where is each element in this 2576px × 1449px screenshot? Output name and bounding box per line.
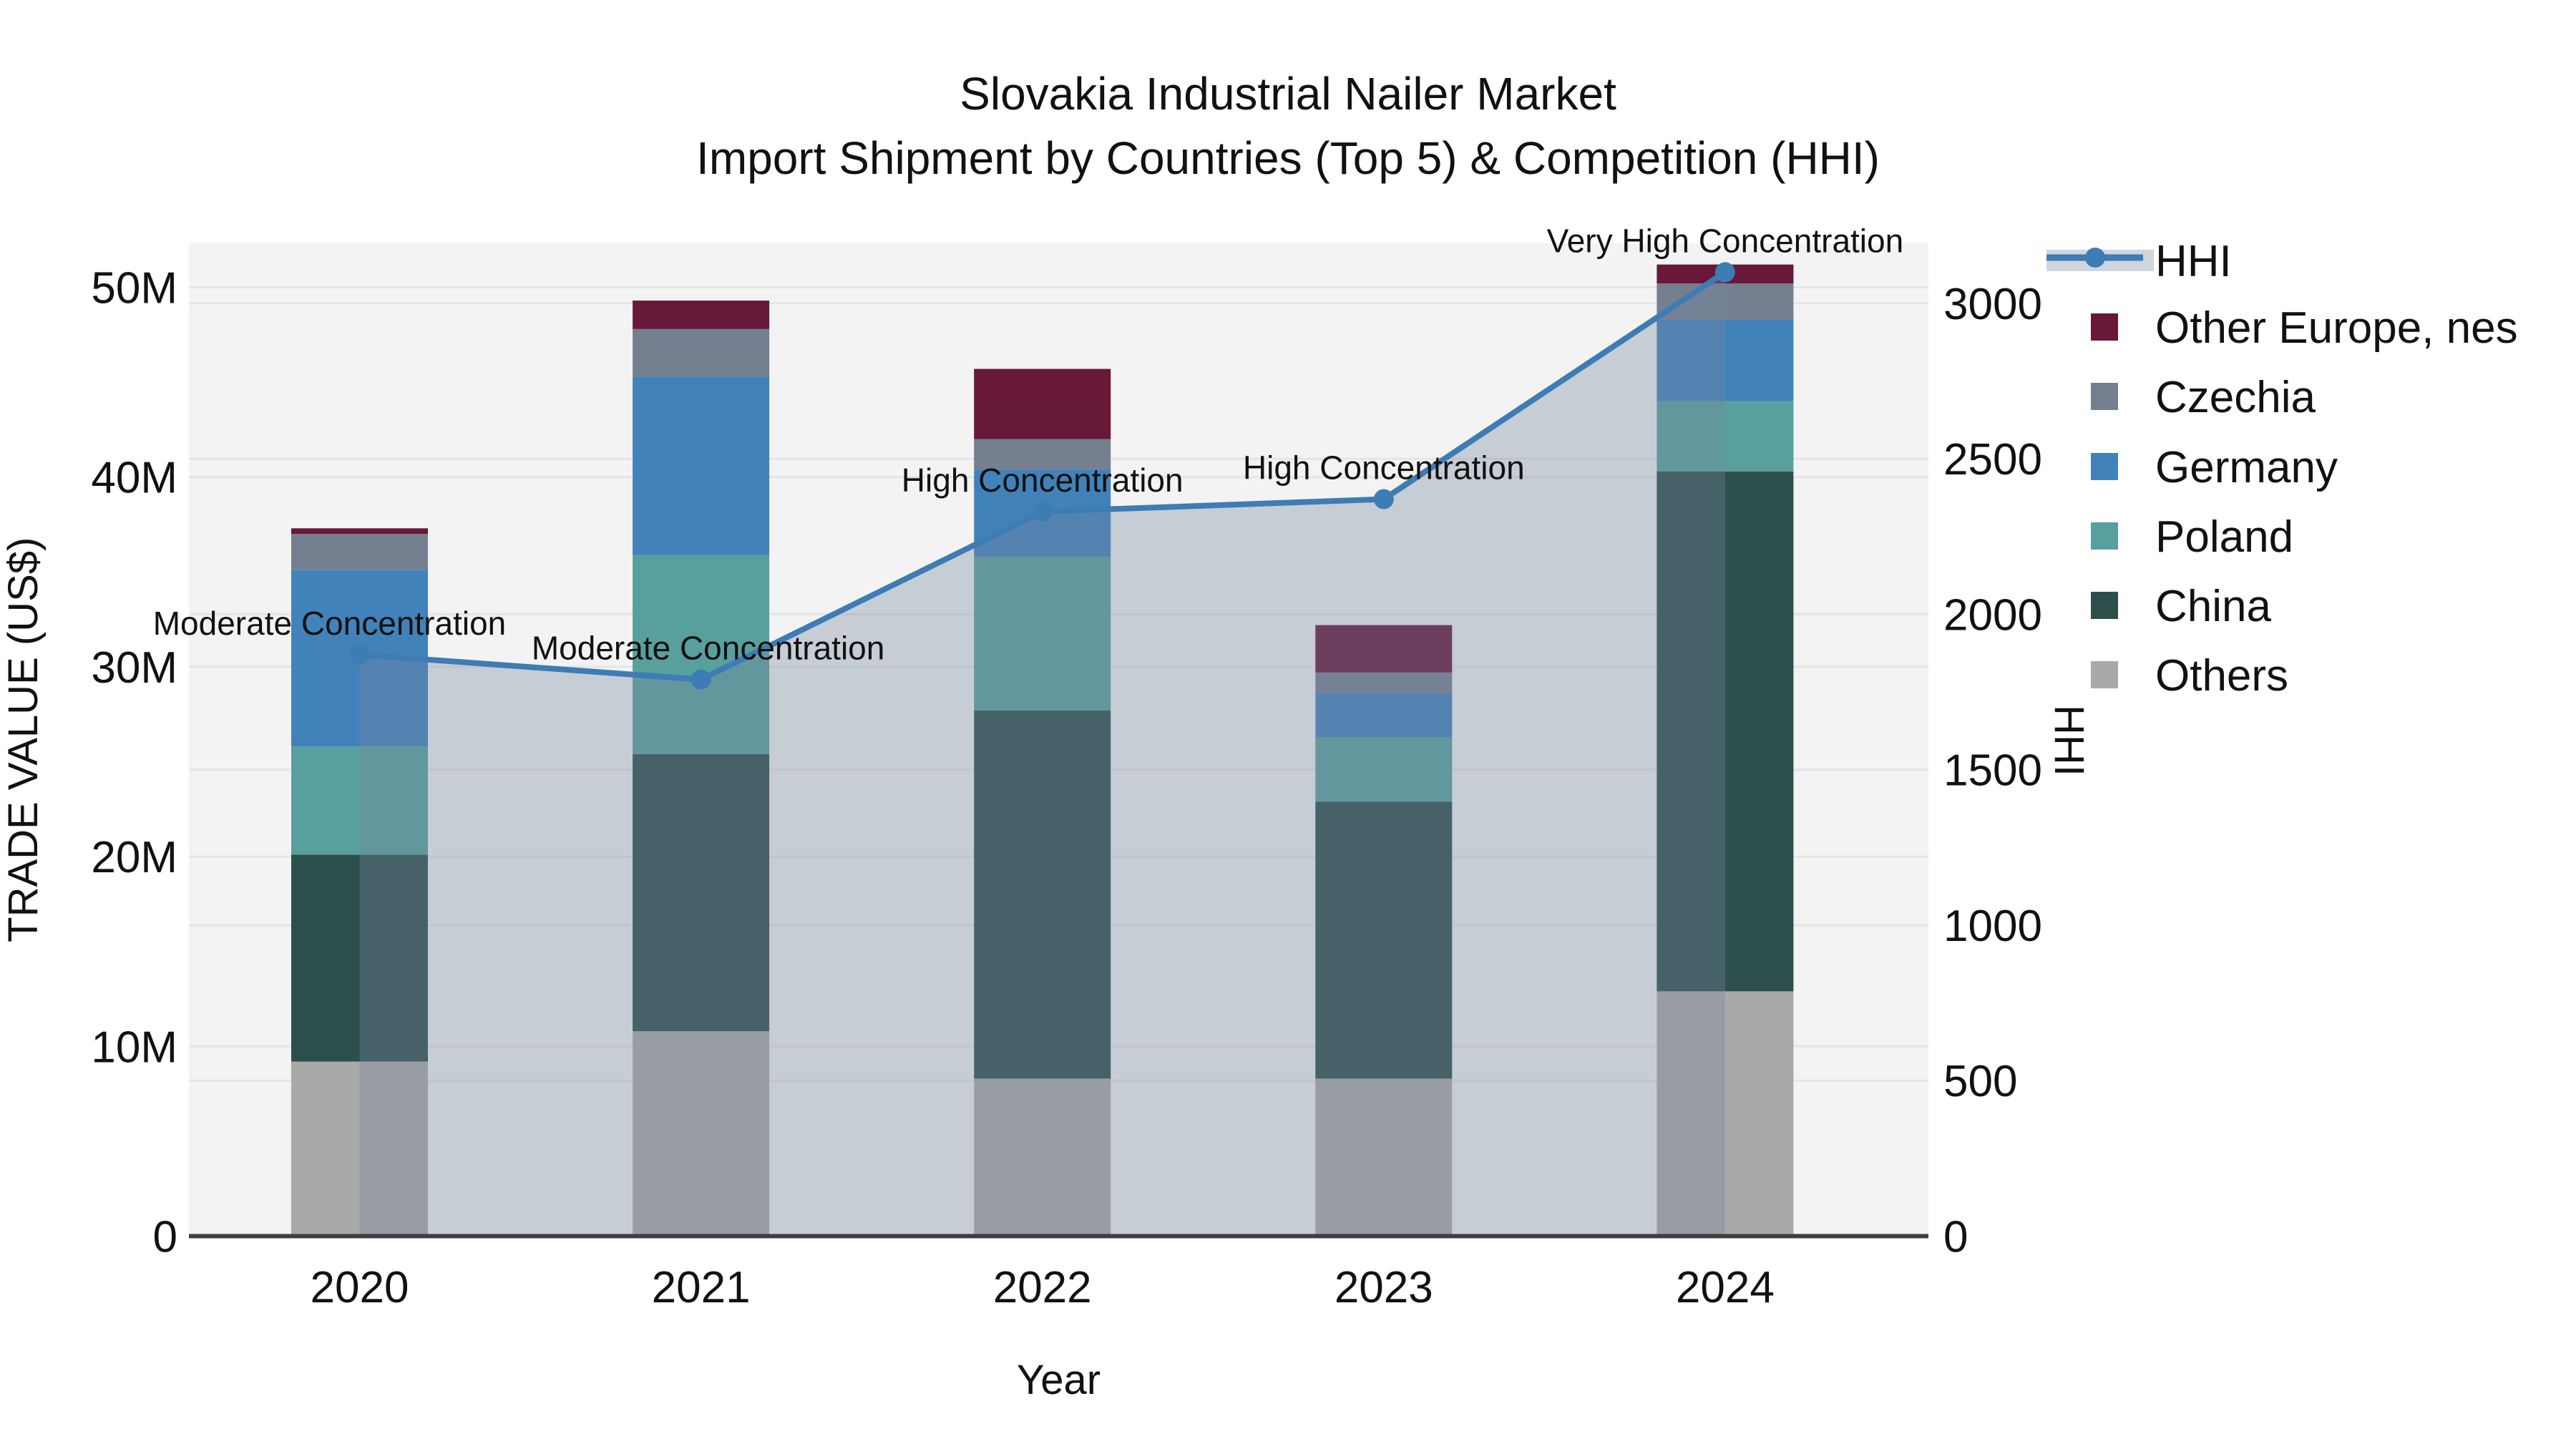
bar-segment-others-2023: [1315, 1078, 1453, 1236]
bar-segment-poland-2023: [1315, 737, 1453, 802]
legend-swatch-icon: [2091, 522, 2118, 550]
bar-segment-others-2022: [974, 1078, 1111, 1236]
legend-label: Poland: [2155, 512, 2293, 562]
chart-title-line2: Import Shipment by Countries (Top 5) & C…: [696, 132, 1880, 184]
y-left-tick-50M: 50M: [91, 264, 177, 313]
y-right-tick-1000: 1000: [1943, 902, 2042, 951]
bar-segment-czechia-2020: [291, 534, 428, 570]
bar-segment-czechia-2022: [974, 439, 1111, 470]
x-axis-title: Year: [1017, 1357, 1101, 1403]
legend-swatch-icon: [2091, 661, 2118, 688]
hhi-marker-2020: [349, 644, 370, 665]
legend-item-china[interactable]: China: [2091, 582, 2272, 631]
hhi-legend-marker-icon: [2085, 248, 2105, 268]
bar-2023: [1315, 625, 1453, 1236]
legend-swatch-icon: [2091, 383, 2118, 410]
bar-segment-other-europe-nes-2022: [974, 369, 1111, 439]
bar-segment-other-europe-nes-2020: [291, 528, 428, 535]
legend-item-germany[interactable]: Germany: [2091, 443, 2338, 492]
bar-segment-poland-2020: [291, 746, 428, 855]
y-right-tick-1500: 1500: [1943, 746, 2042, 796]
legend-label: HHI: [2155, 237, 2232, 286]
x-tick-2022: 2022: [993, 1263, 1092, 1312]
annotation-2024: Very High Concentration: [1547, 222, 1904, 259]
y-right-tick-2000: 2000: [1943, 590, 2042, 640]
bar-segment-china-2022: [974, 710, 1111, 1079]
legend-label: Others: [2155, 651, 2288, 701]
legend-label: Germany: [2155, 443, 2338, 492]
x-tick-2021: 2021: [652, 1263, 751, 1312]
bar-segment-poland-2024: [1657, 401, 1794, 472]
legend-label: Czechia: [2155, 373, 2316, 422]
y-axis-title-right: HHI: [2046, 705, 2092, 776]
x-tick-2023: 2023: [1335, 1263, 1433, 1312]
x-tick-2024: 2024: [1676, 1263, 1775, 1312]
legend-item-poland[interactable]: Poland: [2091, 512, 2293, 562]
hhi-marker-2023: [1373, 489, 1394, 509]
annotation-2022: High Concentration: [902, 462, 1184, 499]
bar-segment-other-europe-nes-2021: [633, 301, 770, 329]
bar-segment-other-europe-nes-2023: [1315, 625, 1453, 673]
y-right-tick-2500: 2500: [1943, 435, 2042, 484]
bars-group: [291, 264, 1794, 1236]
bar-segment-others-2024: [1657, 991, 1794, 1236]
y-right-tick-3000: 3000: [1943, 280, 2042, 329]
legend-label: Other Europe, nes: [2155, 303, 2518, 353]
bar-segment-poland-2022: [974, 557, 1111, 711]
y-left-tick-20M: 20M: [91, 833, 177, 882]
chart-title-line1: Slovakia Industrial Nailer Market: [960, 68, 1616, 119]
annotation-2020: Moderate Concentration: [153, 605, 507, 642]
y-right-tick-0: 0: [1943, 1213, 1968, 1262]
legend-swatch-icon: [2091, 453, 2118, 480]
hhi-marker-2022: [1032, 501, 1053, 522]
legend-item-others[interactable]: Others: [2091, 651, 2288, 701]
bar-segment-czechia-2021: [633, 328, 770, 377]
x-tick-2020: 2020: [311, 1263, 409, 1312]
y-left-tick-40M: 40M: [91, 454, 177, 503]
y-axis-title-left: TRADE VALUE (US$): [0, 537, 47, 942]
legend-item-czechia[interactable]: Czechia: [2091, 373, 2316, 422]
legend-item-other-europe-nes[interactable]: Other Europe, nes: [2091, 303, 2518, 353]
bar-2022: [974, 369, 1111, 1236]
bar-segment-china-2021: [633, 753, 770, 1032]
hhi-marker-2024: [1714, 262, 1735, 283]
bar-segment-germany-2021: [633, 376, 770, 555]
y-left-tick-30M: 30M: [91, 643, 177, 693]
bar-segment-china-2023: [1315, 801, 1453, 1079]
bar-segment-others-2021: [633, 1031, 770, 1236]
bar-segment-china-2020: [291, 854, 428, 1062]
legend-label: China: [2155, 582, 2272, 631]
hhi-marker-2021: [691, 669, 711, 690]
legend-swatch-icon: [2091, 592, 2118, 619]
bar-segment-germany-2024: [1657, 319, 1794, 401]
annotation-2023: High Concentration: [1243, 449, 1525, 487]
annotation-2021: Moderate Concentration: [532, 630, 885, 667]
bar-segment-china-2024: [1657, 471, 1794, 992]
legend-swatch-icon: [2091, 313, 2118, 341]
legend-item-hhi[interactable]: HHI: [2046, 237, 2232, 286]
hhi-area: [359, 272, 1725, 1236]
y-left-tick-0: 0: [153, 1213, 177, 1262]
legend: HHI Other Europe, nes Czechia Germany Poland…: [2046, 237, 2518, 701]
y-left-tick-10M: 10M: [91, 1023, 177, 1072]
y-right-tick-500: 500: [1943, 1057, 2017, 1106]
bar-segment-germany-2023: [1315, 693, 1453, 738]
bar-segment-czechia-2023: [1315, 672, 1453, 694]
bar-segment-others-2020: [291, 1061, 428, 1236]
bar-2020: [291, 528, 428, 1236]
